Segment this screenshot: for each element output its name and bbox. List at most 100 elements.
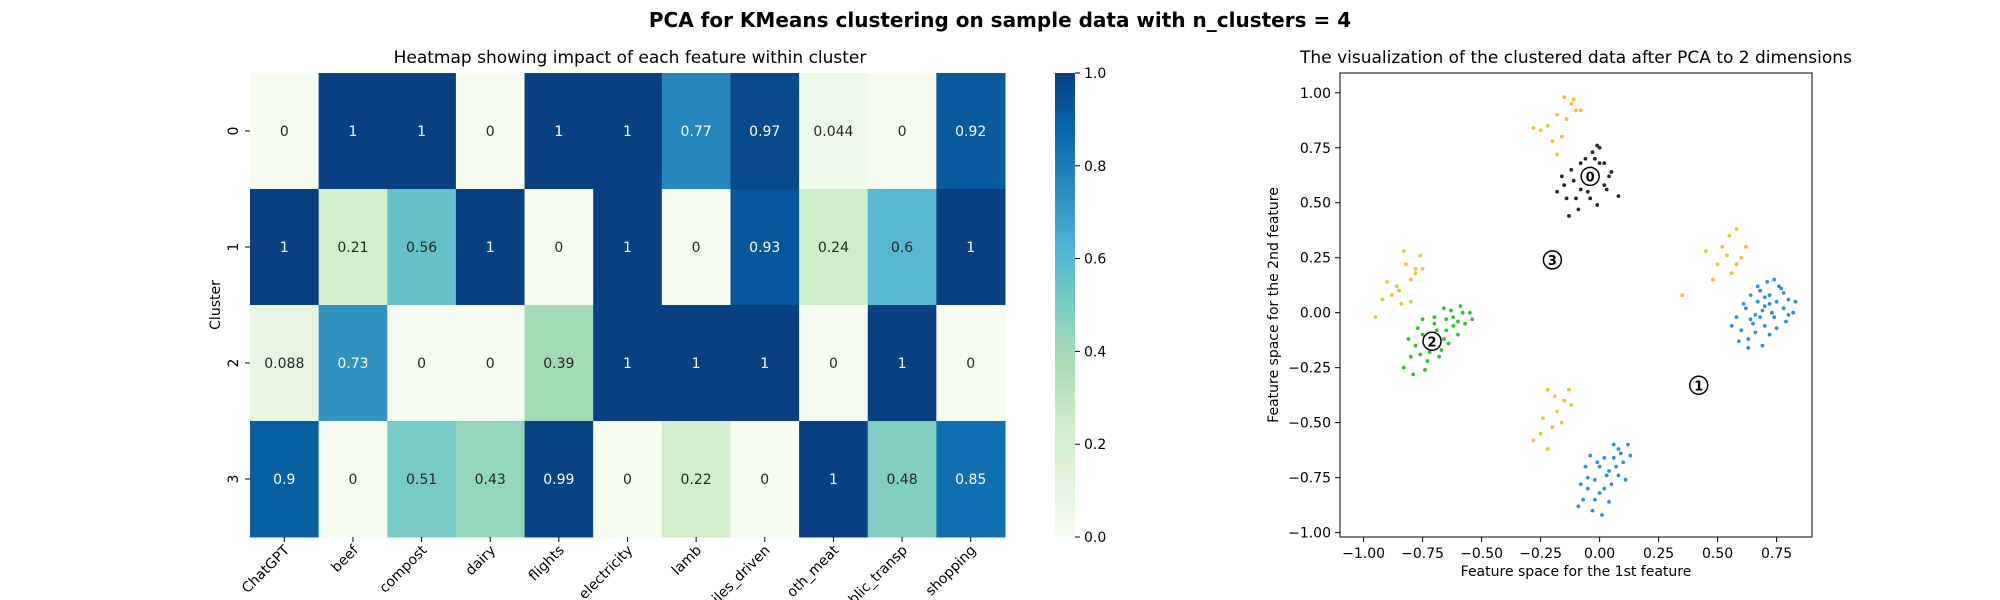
scatter-point bbox=[1748, 293, 1753, 298]
scatter-point bbox=[1444, 317, 1449, 322]
scatter-point bbox=[1755, 299, 1760, 304]
scatter-point bbox=[1729, 271, 1734, 276]
scatter-point bbox=[1538, 128, 1543, 133]
cluster-center-label: 2 bbox=[1428, 335, 1437, 350]
scatter-point bbox=[1451, 315, 1456, 319]
heatmap-ytick-label: 1 bbox=[226, 243, 242, 252]
scatter-point bbox=[1559, 420, 1564, 425]
heatmap-cells: 0 1 1 0 1 1 0.77 0.97 0.044 0 0.92 1 0.21 0.56 1 0 1 0 0.9… bbox=[250, 73, 1006, 538]
heatmap-cell bbox=[593, 305, 663, 422]
heatmap-xtick-label: blic_transp bbox=[846, 542, 911, 600]
scatter-point bbox=[1401, 249, 1406, 254]
heatmap-cell bbox=[318, 305, 388, 422]
heatmap-cell bbox=[593, 73, 663, 190]
scatter-point bbox=[1602, 161, 1607, 166]
heatmap-xtick-label: beef bbox=[329, 542, 363, 576]
scatter-point bbox=[1758, 288, 1762, 293]
scatter-point bbox=[1578, 108, 1583, 113]
cluster-centers: 0 1 2 3 bbox=[1422, 166, 1709, 396]
scatter-point bbox=[1545, 447, 1550, 451]
heatmap-cell-label: 1 bbox=[829, 472, 838, 488]
scatter-point bbox=[1583, 156, 1588, 161]
scatter-point bbox=[1408, 277, 1413, 282]
heatmap-ytick-label: 2 bbox=[226, 359, 242, 368]
scatter-point bbox=[1401, 365, 1406, 370]
scatter-point bbox=[1626, 442, 1630, 447]
scatter-point bbox=[1609, 170, 1614, 174]
scatter-point bbox=[1444, 328, 1449, 333]
scatter-point bbox=[1767, 302, 1772, 306]
scatter-point bbox=[1590, 150, 1595, 155]
scatter-point bbox=[1574, 108, 1578, 113]
scatter-point bbox=[1420, 317, 1425, 322]
scatter-point bbox=[1446, 341, 1451, 346]
scatter-point bbox=[1725, 253, 1729, 258]
scatter-point bbox=[1385, 280, 1390, 284]
heatmap-cell bbox=[387, 305, 457, 422]
scatter-point bbox=[1592, 156, 1597, 161]
scatter-point bbox=[1467, 310, 1472, 315]
scatter-point bbox=[1762, 304, 1767, 308]
scatter-point bbox=[1710, 277, 1715, 282]
scatter-point bbox=[1456, 319, 1460, 324]
scatter-point bbox=[1602, 486, 1607, 491]
heatmap-cell bbox=[318, 73, 388, 190]
heatmap-cell bbox=[250, 421, 320, 538]
scatter-point bbox=[1588, 453, 1593, 458]
scatter-point bbox=[1767, 332, 1772, 337]
scatter-point bbox=[1703, 249, 1708, 254]
scatter-point bbox=[1545, 387, 1550, 392]
scatter-point bbox=[1441, 306, 1446, 311]
scatter-point bbox=[1404, 262, 1408, 267]
scatter-point bbox=[1628, 453, 1633, 458]
scatter-point bbox=[1769, 310, 1774, 315]
heatmap-cell bbox=[661, 189, 731, 306]
colorbar-tick-label: 0.0 bbox=[1084, 530, 1106, 546]
heatmap-cell bbox=[593, 189, 663, 306]
scatter-point bbox=[1616, 194, 1621, 199]
scatter-point bbox=[1715, 262, 1720, 267]
scatter-point bbox=[1680, 293, 1685, 298]
heatmap-cell bbox=[524, 421, 594, 538]
scatter-ytick-label: −1.00 bbox=[1288, 526, 1331, 542]
heatmap-cell-label: 1 bbox=[280, 240, 289, 256]
heatmap-cell-label: 0.93 bbox=[749, 240, 780, 256]
scatter-ytick-label: −0.25 bbox=[1288, 361, 1331, 377]
heatmap-cell-label: 0 bbox=[348, 472, 357, 488]
scatter-point bbox=[1781, 306, 1786, 311]
heatmap-cell bbox=[524, 189, 594, 306]
scatter-point bbox=[1423, 367, 1427, 372]
scatter-point bbox=[1616, 473, 1621, 478]
scatter-point bbox=[1597, 464, 1602, 469]
scatter-point bbox=[1578, 482, 1583, 487]
heatmap-cell-label: 0 bbox=[280, 124, 289, 140]
scatter-point bbox=[1569, 167, 1574, 172]
scatter-point bbox=[1415, 326, 1420, 330]
heatmap-cell-label: 0.088 bbox=[264, 356, 304, 372]
heatmap-cell-label: 0 bbox=[486, 124, 495, 140]
heatmap-cell-label: 0 bbox=[898, 124, 907, 140]
colorbar-tick-label: 0.2 bbox=[1084, 437, 1106, 453]
heatmap-cell-label: 0 bbox=[692, 240, 701, 256]
heatmap-cell-label: 0.85 bbox=[955, 472, 986, 488]
heatmap-cell-label: 1 bbox=[966, 240, 975, 256]
scatter-point bbox=[1602, 183, 1607, 188]
cluster-center-marker bbox=[1580, 166, 1600, 187]
scatter-xtick-label: 0.75 bbox=[1761, 546, 1792, 562]
heatmap-cell-label: 0 bbox=[829, 356, 838, 372]
scatter-points bbox=[1373, 95, 1798, 517]
heatmap-cell bbox=[867, 189, 937, 306]
figure-suptitle: PCA for KMeans clustering on sample data… bbox=[649, 8, 1351, 32]
heatmap-cell-label: 0.43 bbox=[475, 472, 506, 488]
scatter-point bbox=[1420, 332, 1425, 337]
heatmap-cell bbox=[524, 305, 594, 422]
scatter-point bbox=[1744, 306, 1748, 311]
scatter-point bbox=[1408, 299, 1413, 304]
scatter-point bbox=[1734, 262, 1739, 267]
scatter-point bbox=[1576, 504, 1581, 509]
scatter-point bbox=[1585, 189, 1590, 194]
scatter-point bbox=[1413, 343, 1418, 348]
heatmap-cell-label: 0.97 bbox=[749, 124, 780, 140]
heatmap-cell-label: 0.73 bbox=[337, 356, 368, 372]
